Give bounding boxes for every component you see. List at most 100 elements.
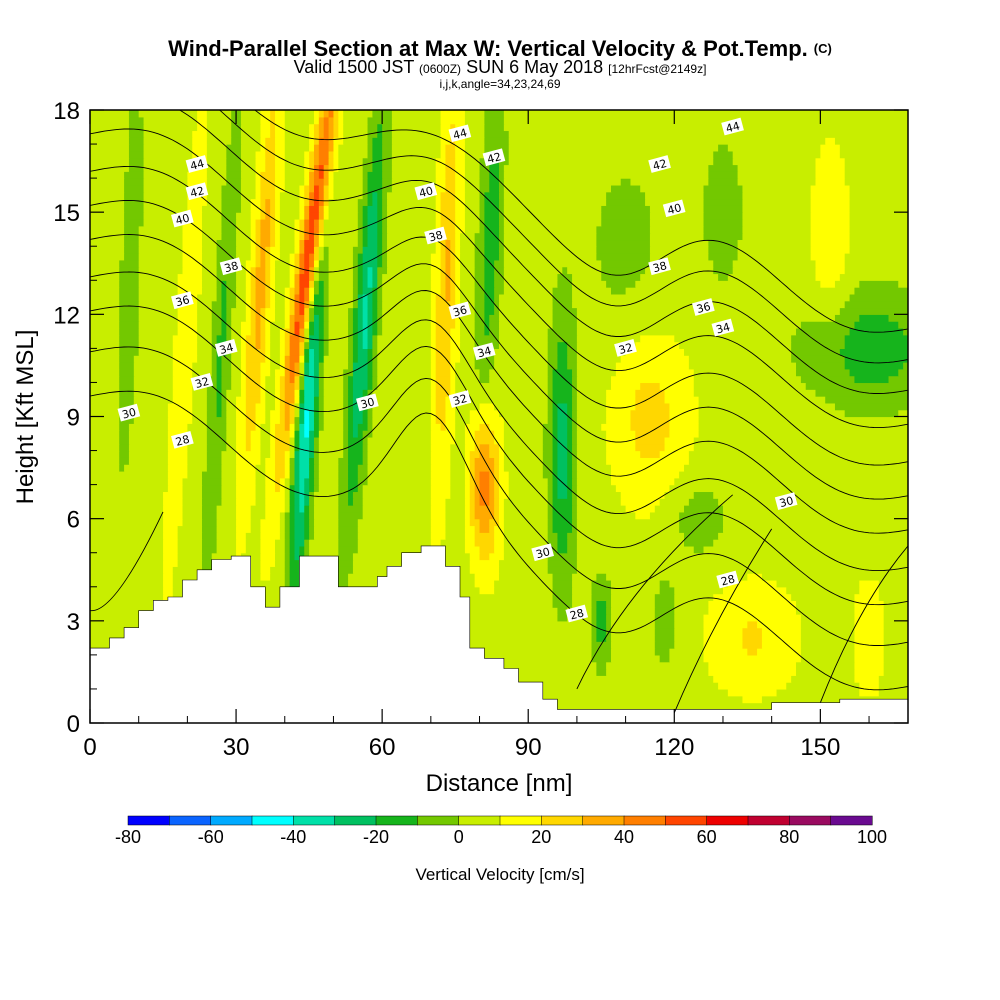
velocity-cell [90,498,164,506]
velocity-cell [654,627,675,636]
velocity-cell [299,239,305,247]
velocity-cell [352,327,359,336]
velocity-cell [206,198,223,206]
velocity-cell [455,205,466,213]
velocity-cell [508,470,544,479]
velocity-cell [377,246,383,254]
velocity-cell [484,314,490,322]
velocity-cell [236,396,247,404]
velocity-cell [494,498,500,506]
velocity-cell [240,171,257,179]
velocity-cell [455,144,466,152]
colorbar-swatch [747,815,790,826]
velocity-cell [236,511,252,520]
velocity-cell [357,253,364,261]
velocity-cell [708,239,739,247]
velocity-cell [275,314,286,322]
velocity-cell [304,355,310,363]
velocity-cell [440,123,451,132]
velocity-cell [304,396,315,404]
velocity-cell [484,144,510,152]
velocity-cell [279,205,300,213]
velocity-cell [499,559,549,567]
velocity-cell [367,225,378,234]
velocity-cell [255,171,262,179]
velocity-cell [440,198,456,206]
velocity-cell [440,539,466,547]
velocity-cell [489,184,500,193]
velocity-cell [313,253,320,261]
velocity-cell [362,484,432,493]
velocity-cell [382,314,432,322]
velocity-cell [674,477,908,486]
velocity-cell [304,498,310,506]
label-box [648,257,671,276]
velocity-cell [323,409,344,418]
velocity-cell [357,212,364,220]
velocity-cell [348,477,359,486]
velocity-cell [610,382,641,390]
velocity-cell [90,218,125,227]
velocity-cell [455,368,481,377]
velocity-cell [844,178,908,186]
velocity-cell [221,307,227,315]
velocity-cell [323,178,330,186]
velocity-cell [240,130,262,138]
velocity-cell [815,157,846,166]
isentrope-line [90,346,908,646]
velocity-cell [552,573,573,581]
velocity-cell [294,409,300,418]
velocity-cell [377,212,383,220]
velocity-cell [236,259,247,268]
velocity-cell [357,539,432,547]
velocity-cell [255,293,266,302]
velocity-cell [279,375,286,384]
velocity-cell [90,341,120,349]
velocity-cell [236,293,247,302]
velocity-cell [357,287,364,295]
velocity-cell [182,484,203,493]
velocity-cell [576,334,641,343]
velocity-cell [309,525,315,533]
velocity-cell [318,164,325,172]
velocity-cell [357,545,437,554]
velocity-cell [435,191,442,200]
velocity-cell [275,144,286,152]
velocity-cell [294,539,305,547]
velocity-cell [460,287,476,295]
velocity-cell [245,300,252,309]
velocity-cell [260,137,266,145]
velocity-cell [435,307,456,315]
velocity-cell [703,620,748,629]
velocity-cell [192,402,208,411]
velocity-cell [304,532,310,540]
velocity-cell [226,171,242,179]
velocity-cell [90,171,125,179]
velocity-cell [503,116,908,125]
velocity-cell [552,416,559,424]
velocity-cell [430,389,437,397]
velocity-cell [245,443,252,452]
velocity-cell [435,389,451,397]
velocity-cell [270,436,276,445]
velocity-cell [133,355,174,363]
velocity-cell [143,157,193,166]
velocity-cell [90,477,169,486]
velocity-cell [250,218,257,227]
velocity-cell [387,212,437,220]
velocity-cell [377,259,383,268]
velocity-cell [576,409,607,418]
velocity-cell [313,110,320,118]
velocity-cell [357,518,432,527]
velocity-cell [284,396,296,404]
velocity-cell [615,484,671,493]
isentrope-line [90,234,908,534]
velocity-cell [508,157,714,166]
velocity-cell [172,389,193,397]
velocity-cell [221,218,237,227]
velocity-cell [90,470,169,479]
velocity-cell [119,300,140,309]
y-tick-label: 12 [53,302,80,329]
velocity-cell [313,300,325,309]
velocity-cell [474,511,495,520]
